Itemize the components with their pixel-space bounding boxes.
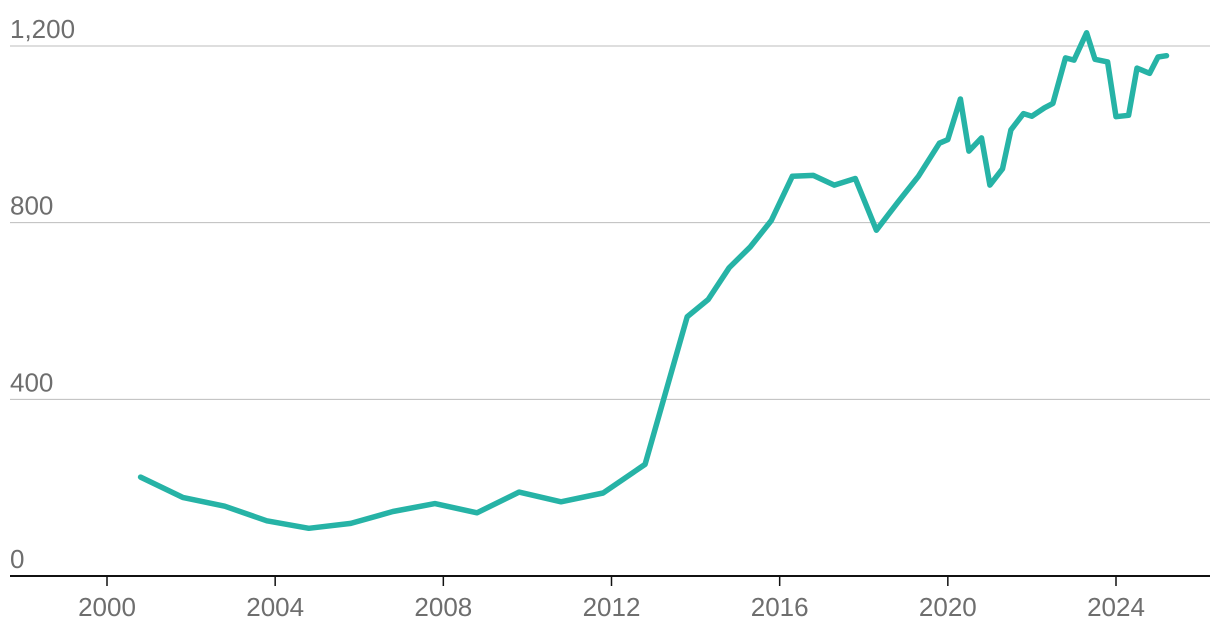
x-axis-ticks: 2000 2004 2008 2012 2016 2020 2024 [78,576,1145,622]
x-tick-label: 2012 [583,592,641,622]
y-tick-label: 1,200 [10,14,75,44]
x-tick-label: 2008 [414,592,472,622]
y-tick-label: 800 [10,191,53,221]
y-tick-label: 400 [10,367,53,397]
x-tick-label: 2004 [246,592,304,622]
x-tick-label: 2024 [1087,592,1145,622]
series-line-0 [137,30,1170,532]
gridlines [10,45,1210,400]
series-layer [137,30,1170,532]
y-axis-tick-labels: 0 400 800 1,200 [10,14,75,574]
x-tick-label: 2020 [919,592,977,622]
x-tick-label: 2000 [78,592,136,622]
x-tick-label: 2016 [751,592,809,622]
y-tick-label: 0 [10,544,24,574]
